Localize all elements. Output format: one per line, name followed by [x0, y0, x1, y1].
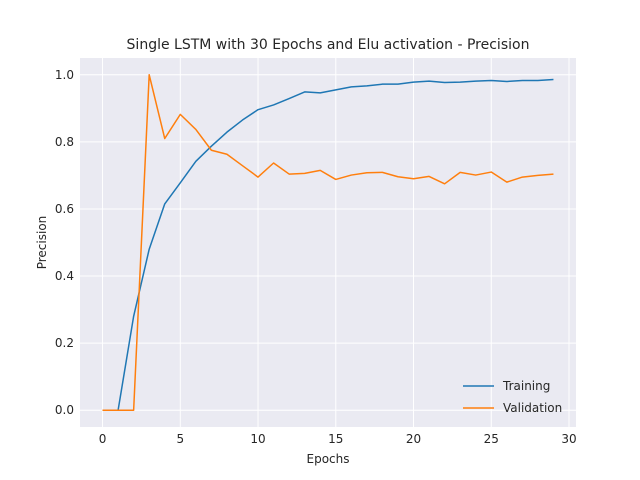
chart-title: Single LSTM with 30 Epochs and Elu activ… [127, 37, 530, 53]
plot-area [80, 58, 576, 427]
y-tick-label: 0.8 [55, 135, 74, 149]
x-tick-label: 10 [250, 432, 265, 446]
x-tick-label: 0 [99, 432, 107, 446]
x-tick-label: 25 [484, 432, 499, 446]
x-axis-label: Epochs [307, 452, 350, 466]
grid-lines [80, 58, 576, 427]
y-tick-label: 1.0 [55, 68, 74, 82]
series-line-training [102, 78, 554, 411]
y-tick-label: 0.6 [55, 202, 74, 216]
y-axis-label: Precision [35, 216, 49, 270]
legend-label: Training [502, 379, 550, 393]
x-tick-label: 5 [176, 432, 184, 446]
series-line-validation [102, 74, 554, 411]
legend-label: Validation [503, 401, 562, 415]
legend: Training Validation [463, 379, 562, 415]
x-tick-label: 15 [328, 432, 343, 446]
series-group [102, 74, 554, 411]
x-tick-label: 20 [406, 432, 421, 446]
y-tick-label: 0.0 [55, 403, 74, 417]
y-tick-label: 0.2 [55, 336, 74, 350]
y-tick-label: 0.4 [55, 269, 74, 283]
x-tick-labels: 0 5 10 15 20 25 30 [99, 432, 577, 446]
y-tick-labels: 0.0 0.2 0.4 0.6 0.8 1.0 [55, 68, 74, 417]
x-tick-label: 30 [561, 432, 576, 446]
